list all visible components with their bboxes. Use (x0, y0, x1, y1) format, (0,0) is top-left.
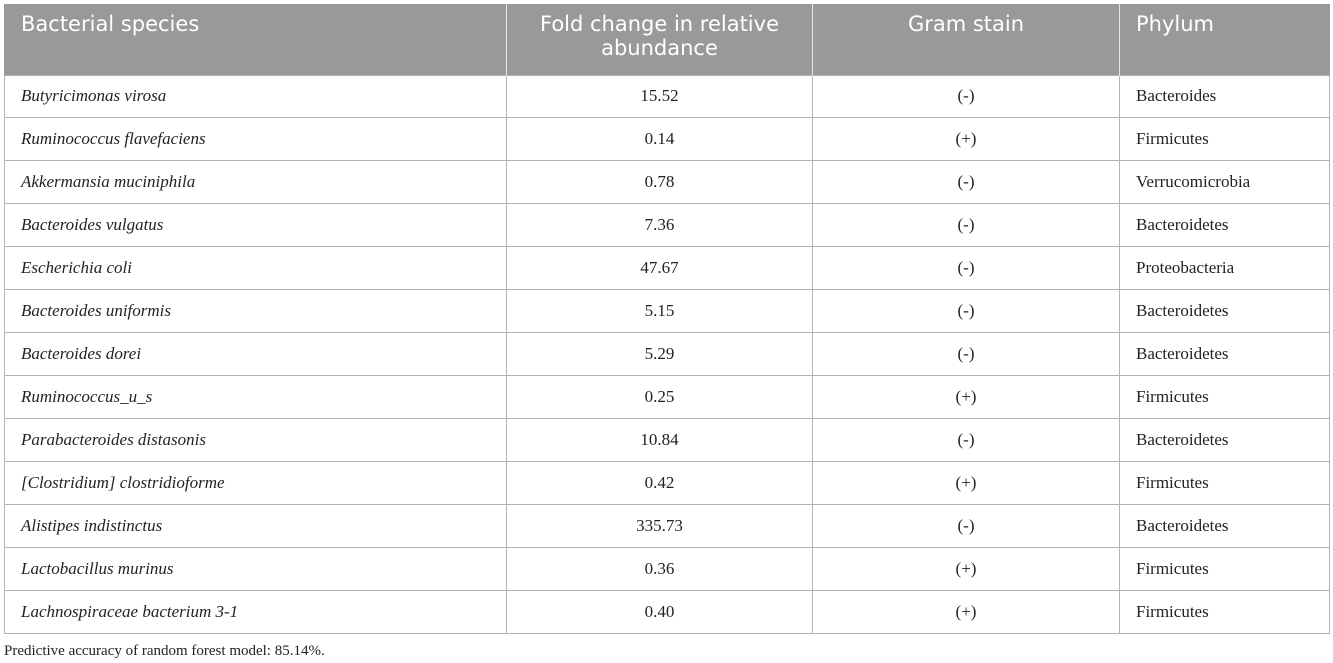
header-row: Bacterial species Fold change in relativ… (4, 4, 1330, 75)
phylum-cell: Bacteroidetes (1119, 331, 1330, 376)
table-row: Escherichia coli 47.67 (-) Proteobacteri… (4, 245, 1330, 290)
fold-change-cell: 0.40 (506, 589, 813, 634)
table-body: Butyricimonas virosa 15.52 (-) Bacteroid… (4, 74, 1330, 634)
fold-change-cell: 0.36 (506, 546, 813, 591)
table-row: Lachnospiraceae bacterium 3-1 0.40 (+) F… (4, 589, 1330, 634)
species-cell: Bacteroides dorei (4, 331, 507, 376)
table-row: Ruminococcus_u_s 0.25 (+) Firmicutes (4, 374, 1330, 419)
phylum-cell: Proteobacteria (1119, 245, 1330, 290)
gram-stain-cell: (+) (812, 589, 1120, 634)
species-cell: Ruminococcus_u_s (4, 374, 507, 419)
header-gram-stain: Gram stain (812, 4, 1120, 75)
phylum-cell: Verrucomicrobia (1119, 159, 1330, 204)
fold-change-cell: 0.78 (506, 159, 813, 204)
gram-stain-cell: (-) (812, 288, 1120, 333)
header-phylum: Phylum (1119, 4, 1330, 75)
gram-stain-cell: (+) (812, 116, 1120, 161)
gram-stain-cell: (-) (812, 202, 1120, 247)
fold-change-cell: 0.42 (506, 460, 813, 505)
table-row: Bacteroides uniformis 5.15 (-) Bacteroid… (4, 288, 1330, 333)
table-row: Lactobacillus murinus 0.36 (+) Firmicute… (4, 546, 1330, 591)
phylum-cell: Bacteroidetes (1119, 202, 1330, 247)
table-row: Parabacteroides distasonis 10.84 (-) Bac… (4, 417, 1330, 462)
species-cell: Lachnospiraceae bacterium 3-1 (4, 589, 507, 634)
fold-change-cell: 7.36 (506, 202, 813, 247)
species-cell: Ruminococcus flavefaciens (4, 116, 507, 161)
table-row: Bacteroides dorei 5.29 (-) Bacteroidetes (4, 331, 1330, 376)
data-table-container: Bacterial species Fold change in relativ… (4, 4, 1330, 634)
fold-change-cell: 47.67 (506, 245, 813, 290)
phylum-cell: Firmicutes (1119, 589, 1330, 634)
species-cell: Lactobacillus murinus (4, 546, 507, 591)
fold-change-cell: 5.15 (506, 288, 813, 333)
fold-change-cell: 0.25 (506, 374, 813, 419)
species-cell: Alistipes indistinctus (4, 503, 507, 548)
gram-stain-cell: (-) (812, 331, 1120, 376)
gram-stain-cell: (-) (812, 159, 1120, 204)
fold-change-cell: 5.29 (506, 331, 813, 376)
gram-stain-cell: (+) (812, 460, 1120, 505)
species-cell: [Clostridium] clostridioforme (4, 460, 507, 505)
phylum-cell: Firmicutes (1119, 116, 1330, 161)
table-row: Ruminococcus flavefaciens 0.14 (+) Firmi… (4, 116, 1330, 161)
phylum-cell: Firmicutes (1119, 460, 1330, 505)
gram-stain-cell: (+) (812, 374, 1120, 419)
table-row: Butyricimonas virosa 15.52 (-) Bacteroid… (4, 74, 1330, 118)
fold-change-cell: 10.84 (506, 417, 813, 462)
gram-stain-cell: (-) (812, 503, 1120, 548)
species-cell: Bacteroides uniformis (4, 288, 507, 333)
gram-stain-cell: (+) (812, 546, 1120, 591)
fold-change-cell: 15.52 (506, 74, 813, 118)
table-header: Bacterial species Fold change in relativ… (4, 4, 1330, 75)
gram-stain-cell: (-) (812, 417, 1120, 462)
table-row: Alistipes indistinctus 335.73 (-) Bacter… (4, 503, 1330, 548)
table-footnote: Predictive accuracy of random forest mod… (4, 643, 325, 659)
table-row: Bacteroides vulgatus 7.36 (-) Bacteroide… (4, 202, 1330, 247)
table-row: [Clostridium] clostridioforme 0.42 (+) F… (4, 460, 1330, 505)
fold-change-cell: 335.73 (506, 503, 813, 548)
phylum-cell: Bacteroidetes (1119, 417, 1330, 462)
species-cell: Akkermansia muciniphila (4, 159, 507, 204)
header-bacterial-species: Bacterial species (4, 4, 507, 75)
gram-stain-cell: (-) (812, 245, 1120, 290)
species-cell: Parabacteroides distasonis (4, 417, 507, 462)
phylum-cell: Bacteroides (1119, 74, 1330, 118)
phylum-cell: Firmicutes (1119, 546, 1330, 591)
species-cell: Escherichia coli (4, 245, 507, 290)
phylum-cell: Firmicutes (1119, 374, 1330, 419)
species-cell: Butyricimonas virosa (4, 74, 507, 118)
phylum-cell: Bacteroidetes (1119, 503, 1330, 548)
table-row: Akkermansia muciniphila 0.78 (-) Verruco… (4, 159, 1330, 204)
phylum-cell: Bacteroidetes (1119, 288, 1330, 333)
header-fold-change: Fold change in relative abundance (506, 4, 813, 75)
fold-change-cell: 0.14 (506, 116, 813, 161)
species-cell: Bacteroides vulgatus (4, 202, 507, 247)
bacterial-species-table: Bacterial species Fold change in relativ… (4, 4, 1330, 634)
gram-stain-cell: (-) (812, 74, 1120, 118)
